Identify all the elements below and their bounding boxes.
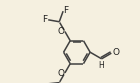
Text: O: O (112, 48, 119, 57)
Text: F: F (43, 15, 48, 24)
Text: O: O (57, 27, 64, 36)
Text: H: H (98, 61, 104, 70)
Text: O: O (58, 69, 65, 78)
Text: F: F (64, 6, 69, 15)
